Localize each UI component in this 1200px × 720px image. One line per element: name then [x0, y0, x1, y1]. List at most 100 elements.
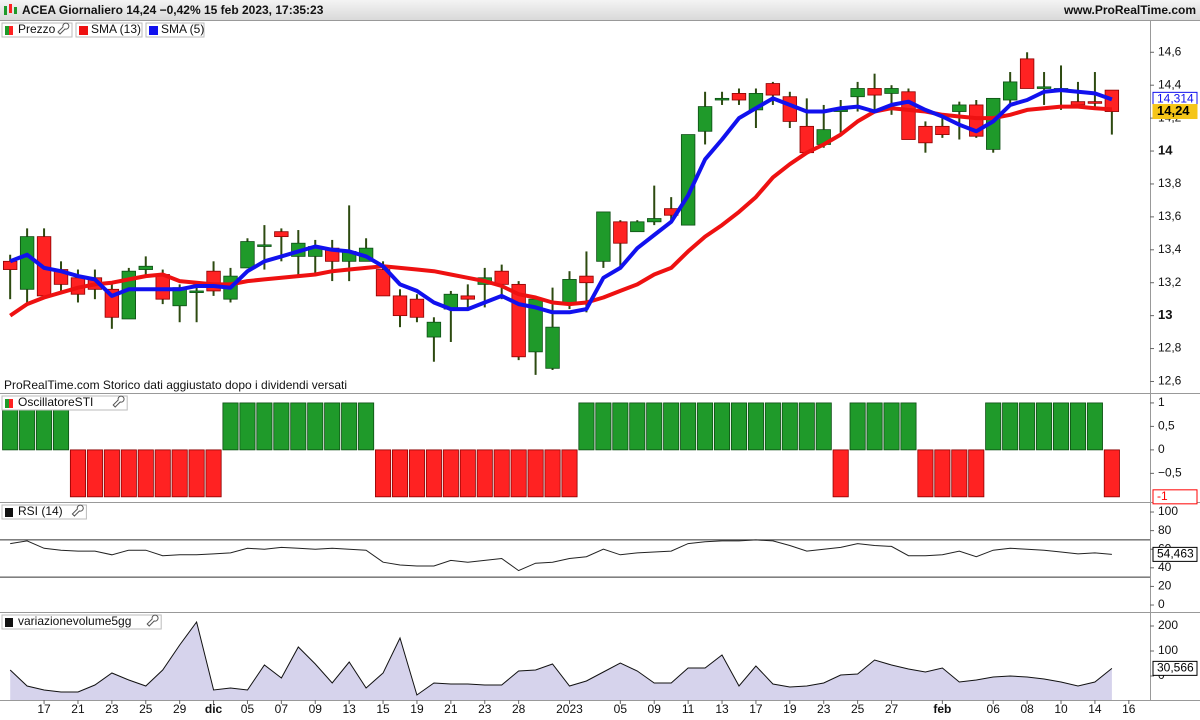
bar	[646, 402, 663, 451]
x-tick-label: 13	[715, 702, 729, 716]
bar	[544, 449, 561, 498]
bar	[510, 449, 527, 498]
rsi-line	[10, 539, 1112, 572]
bar	[951, 449, 968, 498]
legend-swatch	[9, 399, 13, 408]
x-tick-label: 27	[885, 702, 899, 716]
bar	[917, 449, 934, 498]
candle-body	[1019, 58, 1035, 89]
legend-label: Prezzo	[18, 22, 56, 36]
bar	[239, 402, 256, 451]
note: ProRealTime.com Storico dati aggiustato …	[4, 378, 347, 392]
value-marker-label: 30,566	[1157, 661, 1194, 675]
value-marker	[1152, 489, 1198, 505]
plot-area	[9, 620, 1113, 700]
value-marker-label: 14,24	[1157, 103, 1190, 118]
value-marker-label: 14,314	[1157, 92, 1194, 106]
candle-body	[918, 125, 933, 144]
y-tick-label: −0,5	[1158, 466, 1182, 480]
site-name: www.ProRealTime.com	[1063, 3, 1196, 17]
candle-body	[257, 244, 272, 247]
candle-body	[494, 270, 509, 285]
bar	[1103, 449, 1120, 498]
settings-icon	[112, 395, 125, 408]
legend-label: SMA (13)	[91, 22, 141, 36]
y-tick-label: 100	[1158, 504, 1178, 518]
bar	[86, 449, 103, 498]
bar	[442, 449, 459, 498]
bar	[680, 402, 697, 451]
candle-body	[782, 96, 798, 122]
area-line	[9, 620, 1113, 696]
bar	[324, 402, 341, 451]
bar	[798, 402, 815, 451]
bar	[341, 402, 358, 451]
value-marker-label: -1	[1157, 489, 1168, 503]
bar	[476, 449, 493, 498]
settings-icon	[57, 22, 70, 35]
x-tick-label: 06	[987, 702, 1001, 716]
value-marker	[1152, 104, 1198, 120]
candle-body	[765, 83, 781, 96]
bar	[171, 449, 188, 498]
x-tick-label: 05	[241, 702, 255, 716]
y-tick-label: 14,4	[1158, 77, 1182, 91]
x-tick-label: 25	[851, 702, 865, 716]
candle-body	[935, 125, 950, 135]
bar	[781, 402, 798, 451]
bar	[103, 449, 120, 498]
plot-area	[2, 402, 1120, 498]
candle-body	[1070, 101, 1086, 106]
candle-body	[409, 298, 425, 318]
bar	[205, 449, 222, 498]
app-icon	[4, 4, 17, 15]
candle-body	[867, 88, 882, 96]
x-tick-label: feb	[933, 702, 951, 716]
candle-body	[1104, 89, 1120, 112]
bar	[1086, 402, 1103, 451]
legend-box	[1, 22, 73, 38]
legend-label: SMA (5)	[161, 22, 204, 36]
sma-line	[9, 104, 1113, 318]
pane-label: OscillatoreSTI	[18, 395, 93, 409]
x-tick-label: 21	[71, 702, 85, 716]
bar	[629, 402, 646, 451]
bar	[120, 449, 137, 498]
legend-swatch	[5, 399, 9, 408]
bar	[595, 402, 612, 451]
value-marker	[1152, 660, 1198, 676]
plot-area	[0, 539, 1150, 578]
legend-swatch	[5, 618, 13, 627]
bar	[985, 402, 1002, 451]
legend-box	[75, 22, 143, 38]
candle-body	[375, 269, 391, 297]
bar	[188, 449, 205, 498]
pane-label-box	[1, 395, 128, 411]
x-tick-label: 19	[410, 702, 424, 716]
candle-body	[952, 104, 967, 112]
candle-body	[697, 106, 713, 132]
x-tick-label: 14	[1088, 702, 1102, 716]
bar	[866, 402, 883, 451]
candle-body	[579, 275, 594, 284]
candle-body	[138, 265, 153, 270]
bar	[222, 402, 239, 451]
candle-body	[562, 279, 577, 305]
candle-body	[1087, 101, 1103, 104]
bar	[714, 402, 731, 451]
bar	[375, 449, 392, 498]
x-tick-label: 16	[1122, 702, 1136, 716]
bar	[425, 449, 442, 498]
x-tick-label: 11	[682, 702, 695, 716]
candle-body	[189, 290, 204, 293]
bar	[934, 449, 951, 498]
y-tick-label: 12,6	[1158, 374, 1182, 388]
bar	[849, 402, 866, 451]
x-tick-label: 09	[309, 702, 323, 716]
y-tick-label: 0	[1158, 442, 1165, 456]
candle-body	[426, 321, 442, 338]
candle-body	[545, 326, 560, 369]
candle-body	[596, 211, 611, 262]
chart-title: ACEA Giornaliero 14,24 −0,42% 15 feb 202…	[22, 3, 324, 17]
